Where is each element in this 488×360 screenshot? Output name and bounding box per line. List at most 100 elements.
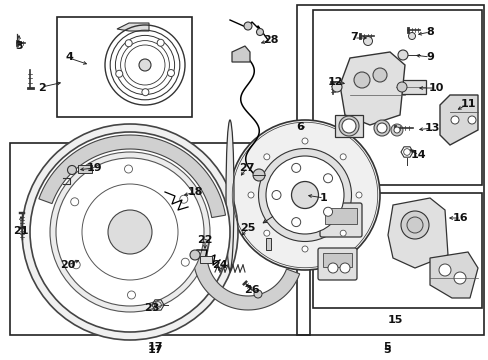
- Circle shape: [72, 261, 80, 269]
- Text: 14: 14: [410, 150, 426, 160]
- Text: 22: 22: [197, 235, 212, 245]
- Text: 27: 27: [239, 163, 254, 173]
- Circle shape: [116, 70, 122, 77]
- Circle shape: [264, 230, 269, 236]
- Text: 18: 18: [187, 187, 203, 197]
- Circle shape: [180, 195, 187, 203]
- Circle shape: [467, 116, 475, 124]
- Circle shape: [71, 198, 79, 206]
- Text: 21: 21: [13, 226, 29, 236]
- Circle shape: [291, 217, 300, 226]
- Circle shape: [406, 217, 422, 233]
- Circle shape: [142, 89, 148, 96]
- Circle shape: [331, 82, 341, 92]
- Text: 3: 3: [15, 41, 23, 51]
- Text: 19: 19: [86, 163, 102, 173]
- Circle shape: [75, 177, 184, 287]
- Circle shape: [302, 138, 307, 144]
- Circle shape: [125, 40, 132, 47]
- Circle shape: [50, 152, 209, 312]
- Circle shape: [338, 116, 358, 136]
- Circle shape: [407, 32, 415, 40]
- Text: 20: 20: [60, 260, 76, 270]
- Text: 17: 17: [147, 342, 163, 352]
- Bar: [312, 10, 481, 185]
- Text: 13: 13: [424, 123, 439, 133]
- Text: 1: 1: [320, 193, 327, 203]
- Polygon shape: [39, 135, 225, 217]
- Polygon shape: [117, 23, 149, 31]
- Circle shape: [302, 246, 307, 252]
- Polygon shape: [387, 198, 447, 268]
- Circle shape: [450, 116, 458, 124]
- Text: 15: 15: [386, 315, 402, 325]
- Circle shape: [229, 120, 379, 270]
- Circle shape: [323, 174, 332, 183]
- Text: 12: 12: [326, 77, 342, 87]
- Polygon shape: [193, 236, 299, 310]
- Bar: [10, 143, 309, 335]
- Text: 26: 26: [244, 285, 259, 295]
- Circle shape: [247, 192, 253, 198]
- Circle shape: [355, 192, 361, 198]
- Bar: [395, 80, 425, 94]
- Circle shape: [22, 124, 238, 340]
- Circle shape: [363, 36, 372, 45]
- Circle shape: [291, 181, 318, 208]
- Circle shape: [271, 190, 281, 199]
- Circle shape: [323, 207, 332, 216]
- Text: 8: 8: [425, 27, 433, 37]
- Circle shape: [256, 28, 263, 36]
- Bar: [325, 208, 356, 224]
- Circle shape: [340, 230, 346, 236]
- Circle shape: [291, 163, 300, 172]
- Circle shape: [327, 263, 337, 273]
- Circle shape: [190, 250, 200, 260]
- Text: 6: 6: [295, 122, 304, 132]
- Text: 7: 7: [349, 32, 357, 42]
- Text: 28: 28: [263, 35, 278, 45]
- Circle shape: [124, 165, 132, 173]
- Bar: [57, 17, 192, 117]
- Circle shape: [353, 72, 369, 88]
- Bar: [323, 253, 351, 267]
- Polygon shape: [339, 52, 404, 125]
- Polygon shape: [439, 95, 477, 145]
- Text: 9: 9: [425, 52, 433, 62]
- Circle shape: [373, 120, 389, 136]
- Circle shape: [252, 169, 264, 181]
- Bar: [265, 238, 270, 250]
- Circle shape: [400, 211, 428, 239]
- Circle shape: [372, 68, 386, 82]
- Circle shape: [244, 22, 251, 30]
- Bar: [200, 256, 212, 263]
- Circle shape: [67, 166, 76, 175]
- Circle shape: [167, 69, 174, 77]
- Circle shape: [127, 291, 135, 299]
- Circle shape: [108, 210, 152, 254]
- Circle shape: [82, 184, 178, 280]
- Circle shape: [453, 272, 465, 284]
- Circle shape: [438, 264, 450, 276]
- Circle shape: [397, 50, 407, 60]
- Text: 2: 2: [38, 83, 46, 93]
- Circle shape: [30, 132, 229, 332]
- Ellipse shape: [225, 120, 234, 270]
- Circle shape: [157, 39, 164, 46]
- FancyBboxPatch shape: [317, 248, 356, 280]
- Text: 24: 24: [212, 260, 227, 270]
- Circle shape: [139, 59, 151, 71]
- Circle shape: [253, 290, 262, 298]
- Bar: [312, 193, 481, 308]
- Text: 5: 5: [383, 342, 390, 352]
- Circle shape: [181, 258, 189, 266]
- Text: 17: 17: [147, 345, 163, 355]
- Circle shape: [56, 158, 203, 306]
- Circle shape: [341, 119, 355, 133]
- Bar: [334, 115, 362, 137]
- Circle shape: [390, 124, 402, 136]
- Text: 10: 10: [427, 83, 443, 93]
- Bar: [296, 5, 483, 335]
- Circle shape: [339, 263, 349, 273]
- FancyBboxPatch shape: [319, 203, 361, 237]
